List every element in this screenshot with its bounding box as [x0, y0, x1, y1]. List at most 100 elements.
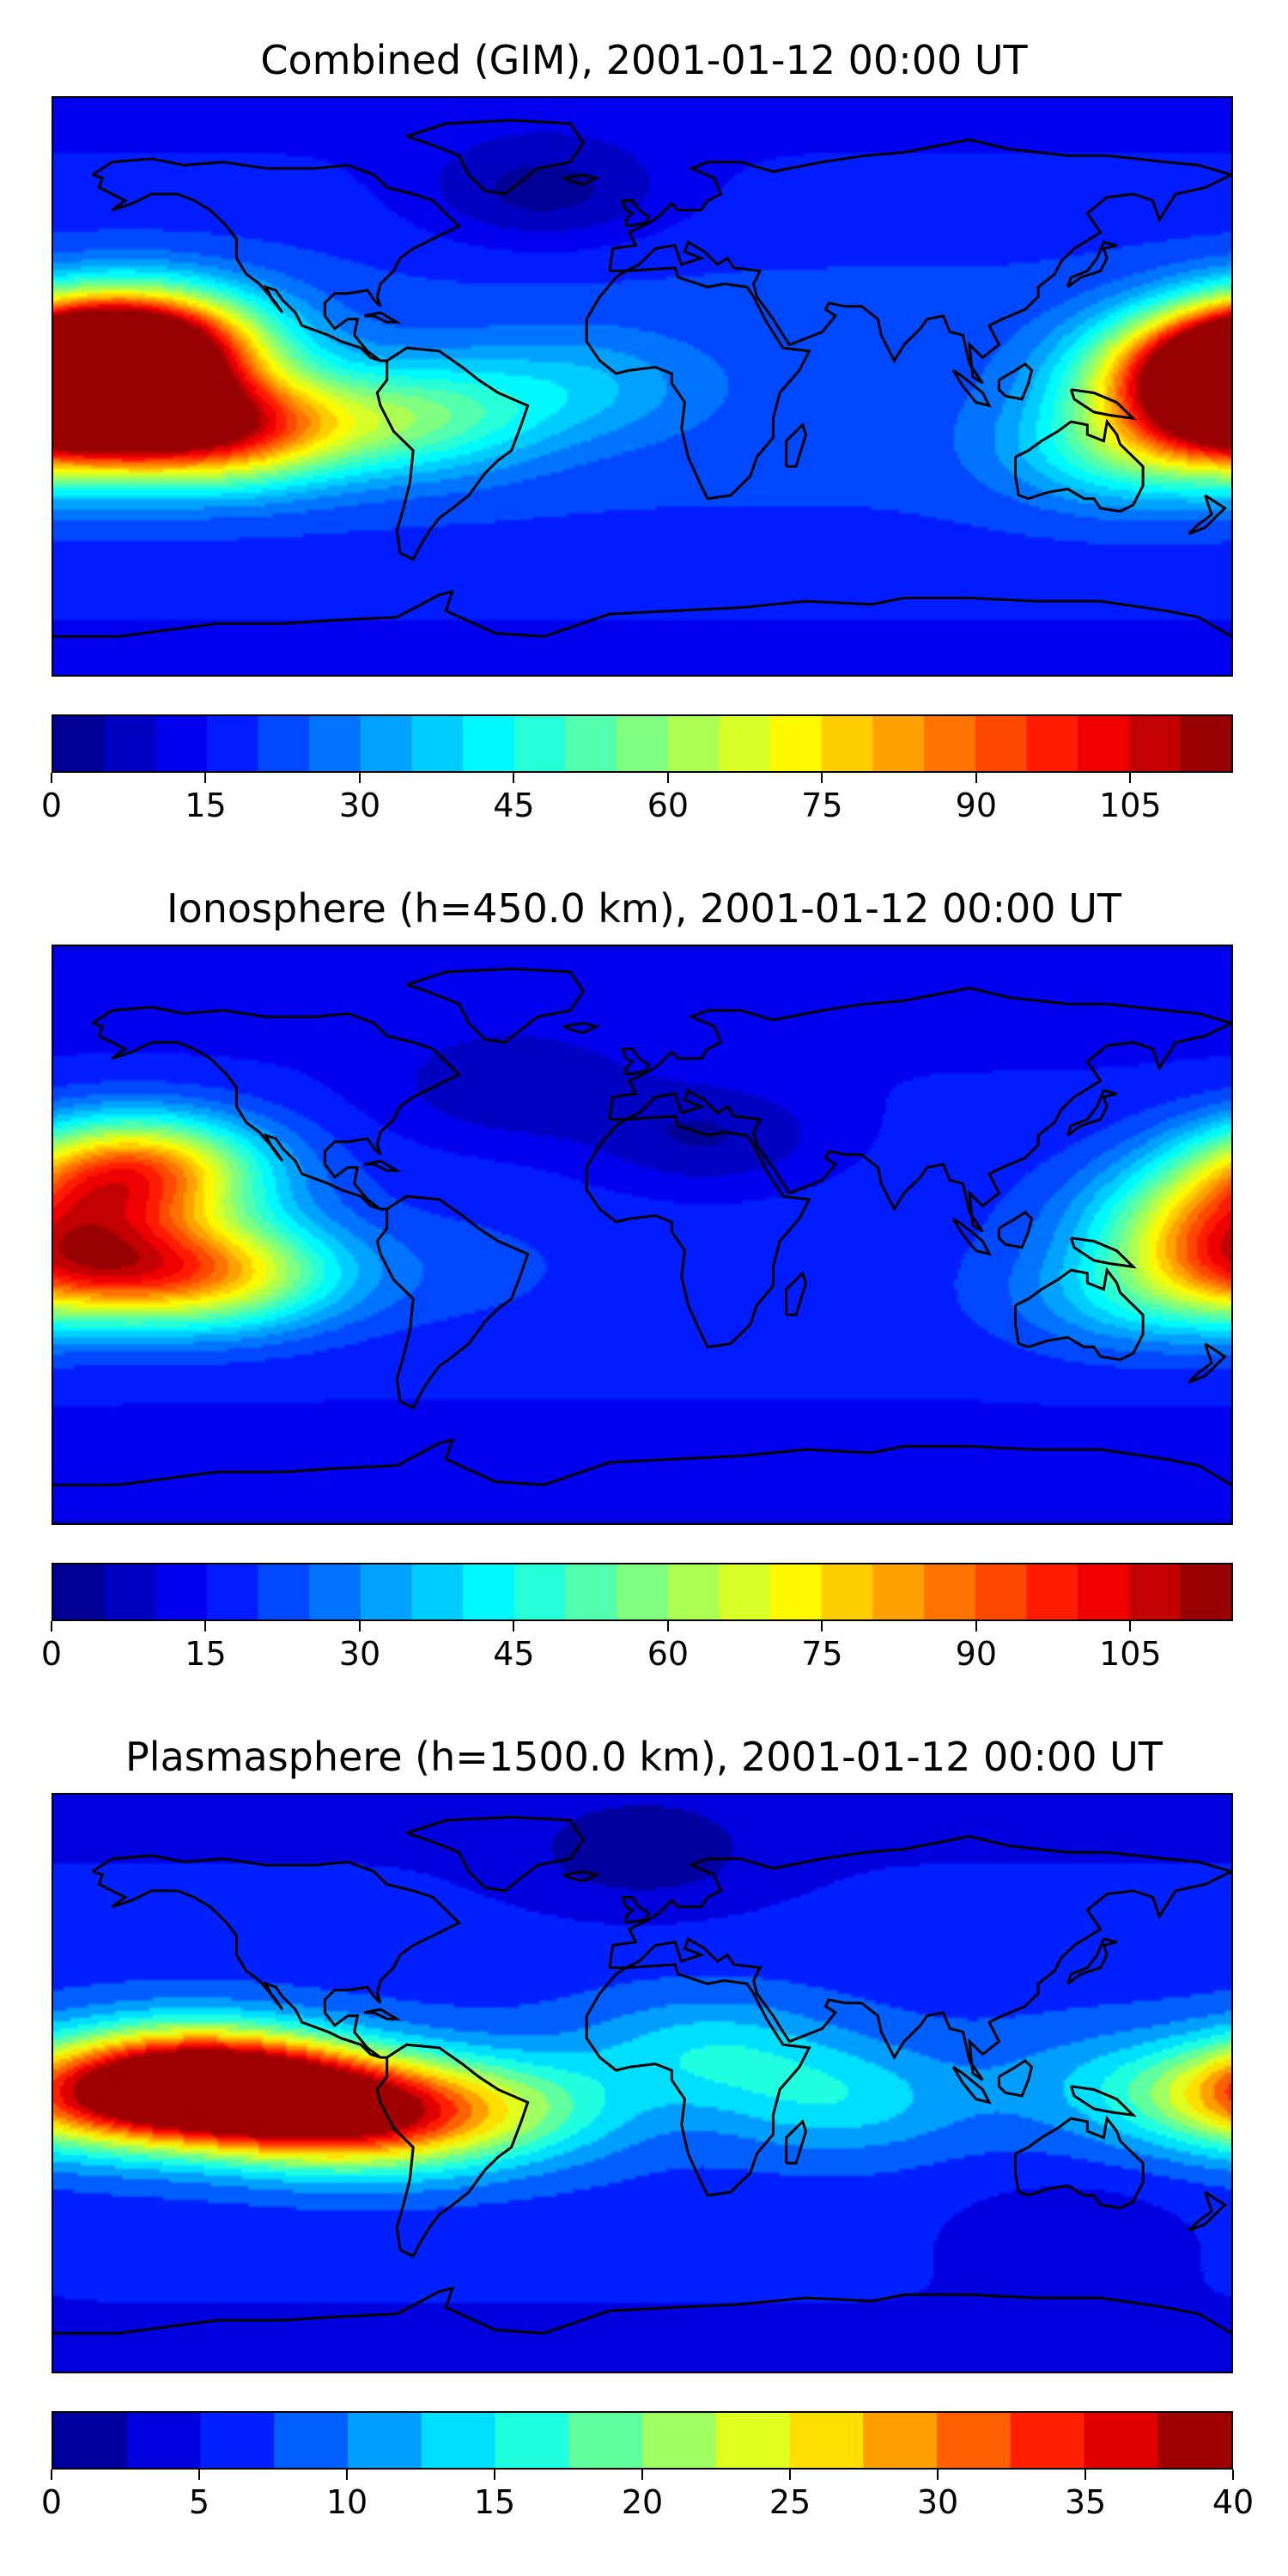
colorbar-swatch-0-21: [1128, 716, 1181, 771]
colorbar-swatch-1-18: [975, 1564, 1027, 1619]
colorbar-tick-mark: [1129, 773, 1132, 783]
coastline-10: [1188, 1342, 1227, 1384]
colorbar-tick-mark: [346, 2470, 348, 2480]
colorbar-tick-label: 0: [40, 2483, 63, 2521]
coastline-11: [997, 361, 1034, 401]
colorbar-tick-label: 105: [1099, 787, 1162, 824]
colorbar-tick-label: 15: [185, 1635, 227, 1673]
coastline-2: [375, 346, 530, 562]
coastline-13: [1069, 388, 1138, 421]
map-ionosphere: [52, 945, 1233, 1525]
colorbar-swatch-2-13: [1010, 2413, 1085, 2468]
coastline-6: [53, 1437, 1231, 1486]
coastline-0: [91, 157, 462, 362]
colorbar-swatch-2-7: [568, 2413, 643, 2468]
coastline-8: [1066, 1089, 1117, 1137]
colorbar-tick-label: 30: [338, 787, 381, 824]
colorbar-tick-mark: [937, 2470, 939, 2480]
coastline-5: [1014, 2115, 1145, 2210]
colorbar-tick-label: 30: [916, 2483, 959, 2521]
coastline-3: [585, 1115, 811, 1349]
map-plasmasphere: [52, 1793, 1233, 2373]
colorbar-swatch-1-8: [463, 1564, 515, 1619]
coastline-10: [1188, 2190, 1227, 2233]
colorbar-swatch-0-1: [104, 716, 156, 771]
colorbar-tick-mark: [513, 773, 515, 783]
colorbar-tick-label: 40: [1212, 2483, 1255, 2521]
colorbar-ticks-combined: 0 15 30 45 60 75 90 105: [41, 773, 1233, 824]
colorbar-swatch-0-16: [872, 716, 925, 771]
tec-field-plasmasphere: [53, 1795, 1231, 2372]
colorbar-tick-label: 60: [647, 1635, 690, 1673]
coastline-11: [997, 2058, 1034, 2098]
colorbar-swatch-1-21: [1128, 1564, 1181, 1619]
colorbar-tick-label: 25: [769, 2483, 811, 2521]
colorbar-swatch-1-10: [565, 1564, 617, 1619]
colorbar-tick-mark: [513, 1621, 515, 1631]
coastline-12: [951, 2066, 992, 2105]
coastline-6: [53, 589, 1231, 638]
coastline-8: [1066, 1937, 1117, 1985]
coastline-10: [1188, 494, 1227, 536]
colorbar-tick-mark: [821, 773, 823, 783]
colorbar-swatch-1-20: [1078, 1564, 1130, 1619]
coastline-15: [363, 311, 402, 324]
colorbar-swatch-1-12: [667, 1564, 720, 1619]
colorbar-ticks-plasmasphere: 0 5 10 15 20 25 30 35 40: [41, 2470, 1254, 2521]
coastline-8: [1066, 240, 1117, 289]
coastline-9: [785, 1271, 808, 1316]
tec-field-ionosphere: [53, 946, 1231, 1523]
colorbar-tick-mark: [198, 2470, 200, 2480]
colorbar-ionosphere: [52, 1563, 1233, 1621]
colorbar-tick-mark: [821, 1621, 823, 1631]
colorbar-swatch-1-15: [821, 1564, 874, 1619]
colorbar-swatch-2-4: [348, 2413, 422, 2468]
colorbar-swatch-0-13: [719, 716, 771, 771]
colorbar-tick-label: 45: [493, 787, 535, 824]
colorbar-swatch-2-3: [274, 2413, 349, 2468]
coastline-1: [406, 1815, 586, 1893]
colorbar-tick-label: 20: [621, 2483, 664, 2521]
colorbar-tick-mark: [204, 1621, 207, 1631]
colorbar-swatch-0-8: [463, 716, 515, 771]
coastline-14: [562, 1870, 600, 1883]
coastline-15: [363, 2008, 402, 2020]
coastline-3: [585, 1963, 811, 2197]
colorbar-swatch-0-5: [309, 716, 361, 771]
colorbar-swatch-0-4: [258, 716, 310, 771]
colorbar-tick-label: 90: [955, 1635, 998, 1673]
colorbar-tick-label: 105: [1099, 1635, 1162, 1673]
colorbar-tick-mark: [1084, 2470, 1086, 2480]
colorbar-tick-mark: [51, 1621, 52, 1631]
colorbar-plasmasphere: [52, 2411, 1233, 2470]
coastlines: [53, 967, 1231, 1486]
colorbar-swatch-2-2: [200, 2413, 275, 2468]
coastline-5: [1014, 1267, 1145, 1362]
colorbar-ticks-ionosphere: 0 15 30 45 60 75 90 105: [41, 1621, 1233, 1673]
colorbar-swatch-1-0: [53, 1564, 106, 1619]
colorbar-swatch-0-11: [617, 716, 669, 771]
colorbar-swatch-2-12: [937, 2413, 1012, 2468]
coastline-1: [406, 967, 586, 1044]
colorbar-swatch-1-13: [719, 1564, 771, 1619]
colorbar-swatch-2-14: [1084, 2413, 1158, 2468]
coastline-9: [785, 2119, 808, 2165]
colorbar-swatch-1-2: [155, 1564, 208, 1619]
colorbar-swatch-1-17: [924, 1564, 976, 1619]
colorbar-swatch-1-3: [206, 1564, 259, 1619]
coastline-11: [997, 1210, 1034, 1249]
colorbar-swatch-0-19: [1026, 716, 1078, 771]
coastline-3: [585, 266, 811, 501]
colorbar-swatch-1-11: [617, 1564, 669, 1619]
colorbar-swatch-0-17: [924, 716, 976, 771]
coastline-7: [621, 1048, 651, 1076]
colorbar-tick-mark: [494, 2470, 495, 2480]
colorbar-swatch-0-20: [1078, 716, 1130, 771]
colorbar-swatch-2-6: [495, 2413, 569, 2468]
coastline-0: [91, 1854, 462, 2059]
colorbar-swatch-2-1: [126, 2413, 202, 2468]
coastline-7: [621, 1896, 651, 1924]
colorbar-swatch-1-19: [1026, 1564, 1078, 1619]
coastline-7: [621, 199, 651, 228]
colorbar-swatch-1-16: [872, 1564, 925, 1619]
